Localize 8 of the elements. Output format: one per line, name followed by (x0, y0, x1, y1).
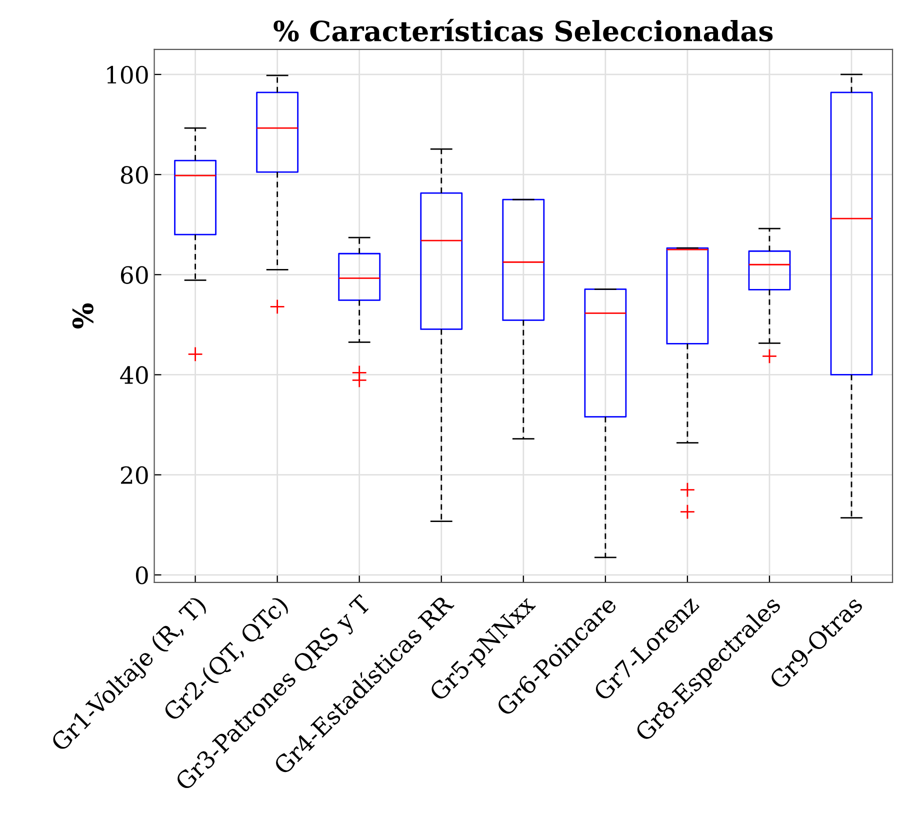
y-tick-label: 20 (120, 466, 148, 484)
chart-title: % Características Seleccionadas (274, 18, 773, 42)
y-axis-title: % (72, 303, 94, 328)
y-tick-label: 60 (120, 266, 148, 284)
y-tick-label: 0 (136, 566, 148, 584)
y-tick-label: 40 (120, 366, 148, 384)
y-tick-label: 100 (107, 66, 148, 84)
y-tick-label: 80 (120, 166, 148, 184)
